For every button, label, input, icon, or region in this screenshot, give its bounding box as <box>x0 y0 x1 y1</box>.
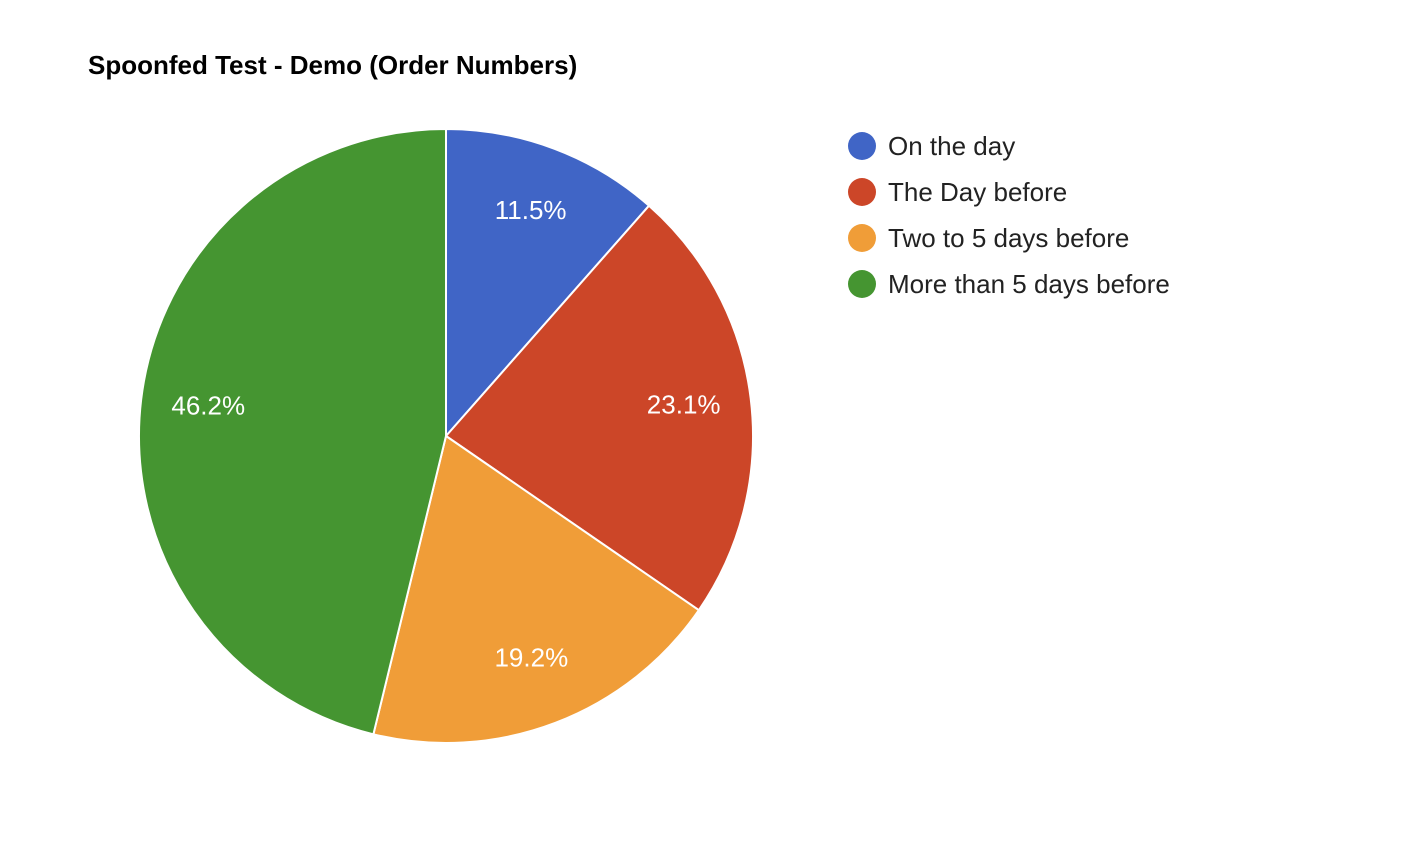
pie-slice[interactable] <box>445 127 651 439</box>
slice-labels: 11.5% 23.1% 19.2% 46.2% <box>171 195 720 673</box>
slice-label: 19.2% <box>494 643 568 673</box>
legend: On the day The Day before Two to 5 days be… <box>848 123 1170 307</box>
slice-label: 23.1% <box>647 390 721 420</box>
legend-label: On the day <box>888 130 1016 161</box>
pie-slice[interactable] <box>372 434 701 744</box>
legend-label: The Day before <box>888 176 1068 207</box>
pie-slice[interactable] <box>444 204 754 612</box>
legend-swatch <box>848 178 876 206</box>
pie-slice[interactable] <box>138 127 447 736</box>
legend-item[interactable]: Two to 5 days before <box>848 215 1170 261</box>
legend-item[interactable]: The Day before <box>848 169 1170 215</box>
slice-label: 11.5% <box>495 195 567 225</box>
legend-label: More than 5 days before <box>888 268 1170 299</box>
legend-swatch <box>848 224 876 252</box>
legend-swatch <box>848 270 876 298</box>
legend-label: Two to 5 days before <box>888 222 1130 253</box>
legend-swatch <box>848 132 876 160</box>
legend-item[interactable]: More than 5 days before <box>848 261 1170 307</box>
slice-label: 46.2% <box>171 390 245 420</box>
chart-title: Spoonfed Test - Demo (Order Numbers) <box>88 50 578 80</box>
legend-item[interactable]: On the day <box>848 123 1170 169</box>
